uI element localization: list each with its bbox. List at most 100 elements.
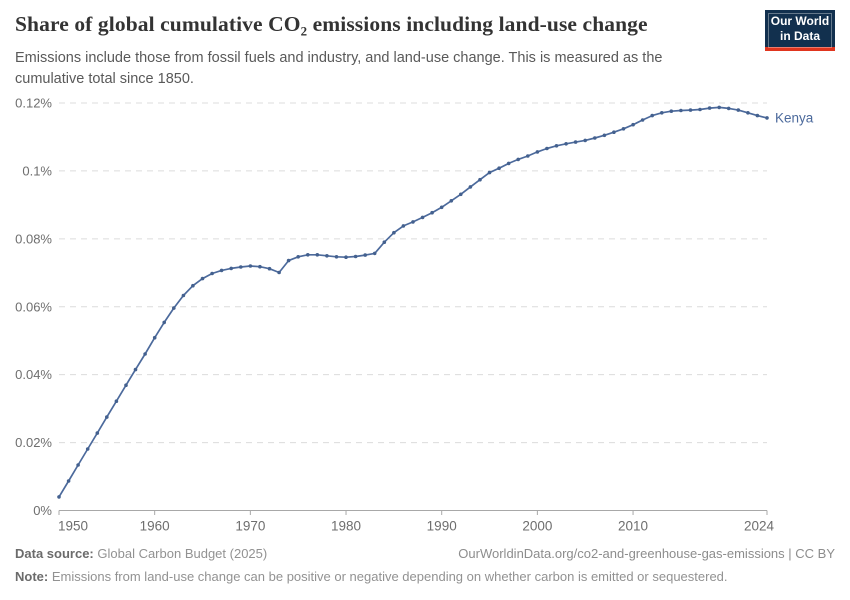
data-point-dot	[621, 127, 626, 131]
data-point-dot	[707, 106, 712, 110]
data-point-dot	[765, 116, 769, 120]
y-axis-tick-label: 0.06%	[15, 299, 52, 314]
data-point-dot	[57, 495, 61, 499]
data-point-dot	[487, 170, 492, 175]
y-axis-tick-label: 0%	[33, 503, 52, 518]
data-point-dot	[95, 431, 100, 435]
y-axis-tick-label: 0.1%	[22, 163, 52, 178]
data-point-dot	[210, 271, 214, 276]
data-point-dot	[372, 251, 377, 256]
page-title: Share of global cumulative CO₂ emissions…	[15, 12, 648, 36]
x-axis-tick-label: 1970	[235, 519, 265, 534]
data-point-dot	[248, 264, 253, 268]
data-point-dot	[401, 224, 406, 228]
owid-logo[interactable]: Our World in Data	[765, 10, 835, 51]
data-point-dot	[181, 293, 186, 298]
data-point-dot	[296, 254, 301, 259]
data-point-dot	[726, 106, 731, 111]
data-point-dot	[497, 166, 501, 170]
x-axis-tick-label: 2024	[744, 519, 775, 534]
data-point-dot	[277, 270, 281, 275]
data-point-dot	[114, 399, 119, 404]
data-point-dot	[306, 253, 310, 257]
data-point-dot	[650, 113, 654, 118]
data-point-dot	[688, 108, 693, 112]
data-point-dot	[439, 205, 444, 210]
data-point-dot	[344, 255, 348, 259]
x-axis-tick-label: 1990	[427, 519, 457, 534]
y-axis-tick-label: 0.08%	[15, 231, 52, 246]
note-label: Note:	[15, 568, 49, 584]
data-point-dot	[239, 265, 243, 269]
data-source: Data source: Global Carbon Budget (2025)	[15, 545, 267, 564]
data-point-dot	[660, 111, 664, 115]
owid-logo-line2: in Data	[779, 28, 820, 43]
data-point-dot	[669, 109, 674, 113]
x-axis-tick-label: 1960	[140, 519, 170, 534]
data-point-dot	[411, 220, 415, 224]
x-axis-tick-label: 2000	[522, 519, 552, 534]
data-point-dot	[468, 185, 473, 189]
data-point-dot	[478, 177, 482, 182]
owid-logo-line1: Our World	[770, 14, 830, 29]
data-point-dot	[392, 230, 396, 235]
note-value: Emissions from land-use change can be po…	[51, 568, 728, 584]
data-point-dot	[162, 320, 166, 325]
data-point-dot	[200, 276, 205, 281]
data-point-dot	[152, 335, 157, 340]
data-point-dot	[258, 264, 262, 269]
data-point-dot	[334, 254, 339, 259]
data-point-dot	[545, 146, 549, 151]
data-point-dot	[325, 254, 329, 258]
page-subtitle: Emissions include those from fossil fuel…	[15, 50, 663, 88]
data-point-dot	[133, 367, 138, 372]
data-point-dot	[593, 136, 597, 140]
data-point-dot	[573, 140, 578, 144]
data-point-dot	[746, 111, 750, 115]
data-point-dot	[526, 154, 530, 158]
data-point-dot	[124, 383, 128, 388]
data-source-value: Global Carbon Budget (2025)	[97, 546, 268, 561]
footer: Data source: Global Carbon Budget (2025)…	[15, 545, 835, 587]
chart-note: Note: Emissions from land-use change can…	[15, 568, 728, 587]
data-point-dot	[449, 199, 454, 203]
data-point-dot	[736, 108, 741, 112]
data-point-dot	[679, 108, 683, 113]
data-point-dot	[229, 266, 233, 271]
data-point-dot	[535, 150, 540, 154]
data-source-label: Data source:	[15, 546, 94, 561]
data-point-dot	[353, 254, 358, 259]
data-point-dot	[717, 105, 721, 110]
data-point-dot	[459, 192, 463, 197]
data-point-dot	[640, 118, 645, 122]
data-point-dot	[430, 210, 434, 215]
data-point-dot	[105, 415, 109, 419]
x-axis-tick-label: 1980	[331, 519, 361, 534]
data-point-dot	[755, 113, 760, 118]
data-point-dot	[76, 463, 80, 467]
data-point-dot	[267, 266, 272, 271]
data-point-dot	[315, 253, 320, 257]
y-axis-tick-label: 0.12%	[15, 96, 52, 111]
data-point-dot	[602, 133, 607, 138]
data-point-dot	[516, 157, 520, 162]
x-axis-tick-label: 2010	[618, 519, 648, 534]
data-point-dot	[172, 306, 176, 310]
data-point-dot	[219, 268, 224, 273]
data-point-dot	[382, 240, 387, 244]
kenya-line	[58, 106, 768, 498]
data-point-dot	[191, 283, 195, 288]
data-point-dot	[363, 253, 368, 257]
y-axis-tick-label: 0.04%	[15, 367, 52, 382]
source-link[interactable]: OurWorldinData.org/co2-and-greenhouse-ga…	[458, 546, 835, 561]
series-label-kenya: Kenya	[775, 110, 814, 125]
data-point-dot	[143, 352, 147, 356]
data-point-dot	[286, 258, 291, 263]
data-point-dot	[554, 144, 559, 148]
data-point-dot	[85, 447, 90, 451]
data-point-dot	[612, 130, 616, 134]
data-point-dot	[631, 122, 635, 127]
x-axis-tick-label: 1950	[58, 519, 88, 534]
data-point-dot	[583, 138, 587, 143]
